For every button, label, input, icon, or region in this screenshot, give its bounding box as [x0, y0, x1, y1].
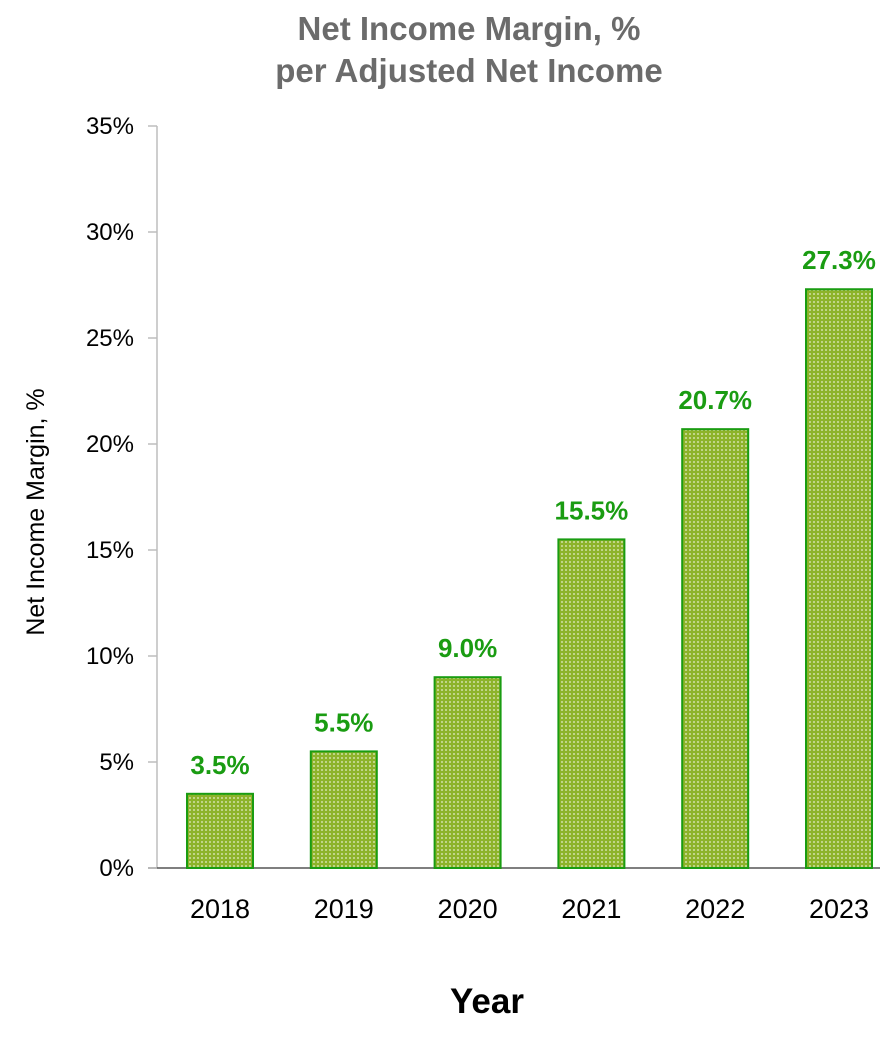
y-tick-label: 30% [86, 219, 134, 246]
x-axis-title: Year [450, 982, 524, 1021]
x-tick-label: 2019 [314, 894, 374, 924]
y-tick-label: 10% [86, 643, 134, 670]
chart-title-line-1: Net Income Margin, % [298, 10, 641, 47]
bar-2019 [309, 750, 378, 870]
x-tick-label: 2018 [190, 894, 250, 924]
y-axis: 0% 5% 10% 15% 20% 25% 30% 35% [86, 113, 880, 882]
data-label-2022: 20.7% [678, 385, 752, 415]
x-axis-labels: 2018 2019 2020 2021 2022 2023 [190, 894, 869, 924]
y-tick-label: 15% [86, 537, 134, 564]
data-labels: 3.5% 5.5% 9.0% 15.5% 20.7% 27.3% [190, 245, 876, 780]
x-tick-label: 2023 [809, 894, 869, 924]
x-tick-label: 2022 [685, 894, 745, 924]
bar-2021 [557, 538, 626, 870]
bars [186, 288, 873, 870]
data-label-2021: 15.5% [555, 495, 629, 525]
y-axis-title: Net Income Margin, % [22, 388, 50, 635]
y-tick-label: 20% [86, 431, 134, 458]
y-tick-label: 35% [86, 113, 134, 140]
bar-2023 [805, 288, 873, 869]
y-tick-label: 5% [99, 749, 134, 776]
data-label-2020: 9.0% [438, 633, 497, 663]
bar-2022 [681, 428, 750, 869]
data-label-2019: 5.5% [314, 707, 373, 737]
y-tick-label: 25% [86, 325, 134, 352]
bar-2018 [186, 792, 254, 869]
bar-2020 [433, 676, 502, 870]
data-label-2018: 3.5% [190, 750, 249, 780]
chart-title-line-2: per Adjusted Net Income [275, 52, 663, 89]
data-label-2023: 27.3% [802, 245, 876, 275]
x-tick-label: 2020 [438, 894, 498, 924]
y-tick-label: 0% [99, 855, 134, 882]
x-tick-label: 2021 [561, 894, 621, 924]
